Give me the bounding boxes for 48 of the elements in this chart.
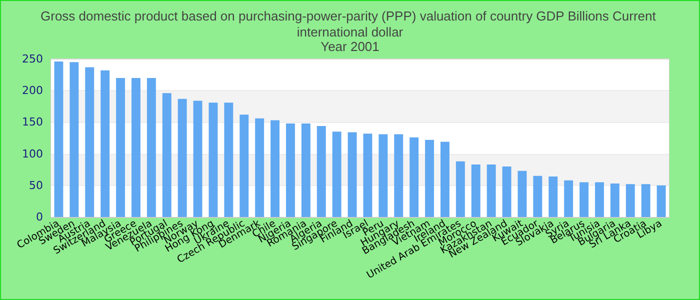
y-tick-label: 100 [22, 147, 43, 160]
bar [240, 114, 249, 217]
bar [208, 102, 218, 217]
bar [456, 161, 465, 217]
bar [70, 62, 79, 217]
bar [116, 78, 126, 217]
bar [502, 166, 512, 217]
bar [486, 164, 496, 217]
bar [471, 164, 480, 217]
chart-title: Gross domestic product based on purchasing-power-parity (PPP) valuation of country GDP Billions Current international dollar [40, 8, 660, 40]
bar [656, 185, 666, 217]
bar [548, 176, 558, 217]
bar [316, 126, 326, 217]
y-tick-label: 0 [36, 210, 43, 224]
bar [410, 137, 419, 217]
bar [193, 100, 202, 217]
bar [378, 134, 388, 217]
bar [394, 134, 404, 217]
bar [363, 134, 372, 217]
bar [518, 170, 527, 217]
y-tick-label: 200 [22, 84, 43, 98]
bar [332, 132, 342, 217]
y-tick-label: 50 [29, 178, 43, 192]
y-tick-label: 250 [22, 52, 43, 66]
bar [255, 118, 264, 217]
bar [286, 123, 295, 217]
bar [440, 142, 450, 217]
bar [100, 70, 110, 217]
bar [564, 180, 574, 217]
bar [85, 67, 94, 217]
bar [580, 182, 589, 217]
bar [348, 132, 357, 217]
bar [594, 182, 604, 217]
bar [131, 78, 140, 217]
bar [146, 78, 156, 217]
bar [224, 102, 234, 217]
bar [54, 62, 64, 217]
bar [178, 98, 187, 217]
bar [626, 184, 635, 217]
bar [641, 184, 650, 217]
y-tick-label: 150 [22, 116, 43, 129]
chart-subtitle: Year 2001 [320, 39, 380, 54]
bar [301, 123, 310, 217]
bar [533, 176, 542, 217]
bar [610, 184, 620, 217]
bar [425, 140, 434, 217]
bar [270, 120, 280, 217]
bar [162, 93, 172, 217]
